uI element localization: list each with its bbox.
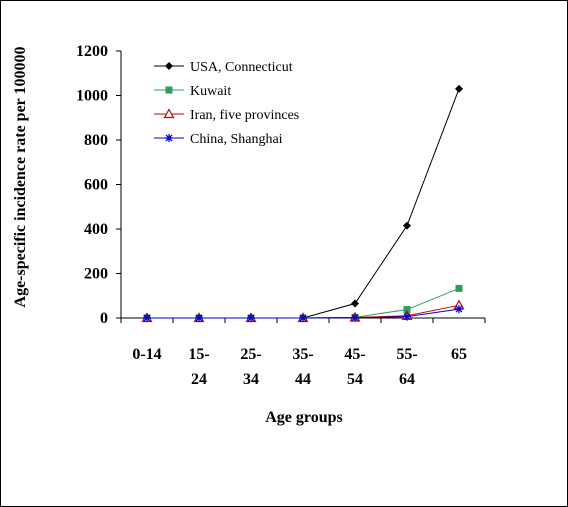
series-line [147,88,460,319]
x-tick-label: 64 [399,371,415,388]
y-tick-label: 400 [84,221,108,238]
x-axis-ticks: 0-14 15- 24 25- 34 35- 44 45- 54 55- 64 65 [120,318,486,388]
data-point [165,134,173,142]
y-axis-ticks: 0 200 400 600 800 1000 1200 [76,43,121,327]
legend-label: Iran, five provinces [190,108,299,123]
data-point [299,314,307,322]
y-tick-label: 800 [84,132,108,149]
data-point [455,284,463,292]
legend-entry: Iran, five provinces [154,108,299,123]
data-point [195,314,203,322]
legend: USA, Connecticut Kuwait Iran, five provinc… [154,60,299,147]
x-tick-label: 45- [344,346,365,363]
y-tick-label: 200 [84,266,108,283]
x-tick-label: 35- [292,346,313,363]
data-point [163,108,175,119]
data-point [165,86,173,94]
series-4 [143,305,463,322]
y-tick-label: 1000 [76,88,108,105]
x-tick-label: 55- [396,346,417,363]
x-tick-label: 54 [347,371,363,388]
data-point [455,305,463,314]
data-point [165,62,173,70]
data-point [403,221,411,230]
y-axis-title: Age-specific incidence rate per 100000 [12,47,29,308]
data-point [351,299,359,308]
legend-entry: China, Shanghai [154,132,283,147]
x-tick-label: 15- [188,346,209,363]
x-tick-label: 25- [240,346,261,363]
legend-entry: Kuwait [154,84,231,99]
x-tick-label: 34 [243,371,259,388]
data-point [247,314,255,322]
x-axis-title: Age groups [265,409,343,426]
x-tick-label: 65 [451,346,467,363]
y-tick-label: 600 [84,177,108,194]
data-point [403,306,411,314]
x-tick-label: 0-14 [132,346,161,363]
legend-label: Kuwait [190,84,231,99]
data-point [351,313,359,322]
x-tick-label: 24 [191,371,207,388]
y-tick-label: 0 [100,310,108,327]
legend-label: China, Shanghai [190,132,283,147]
data-point [455,84,463,93]
legend-entry: USA, Connecticut [154,60,293,75]
series-layer [141,84,465,323]
axes [120,51,485,319]
x-tick-label: 44 [295,371,311,388]
data-point [403,312,411,321]
y-tick-label: 1200 [76,43,108,60]
legend-label: USA, Connecticut [190,60,293,75]
data-point [143,314,151,322]
